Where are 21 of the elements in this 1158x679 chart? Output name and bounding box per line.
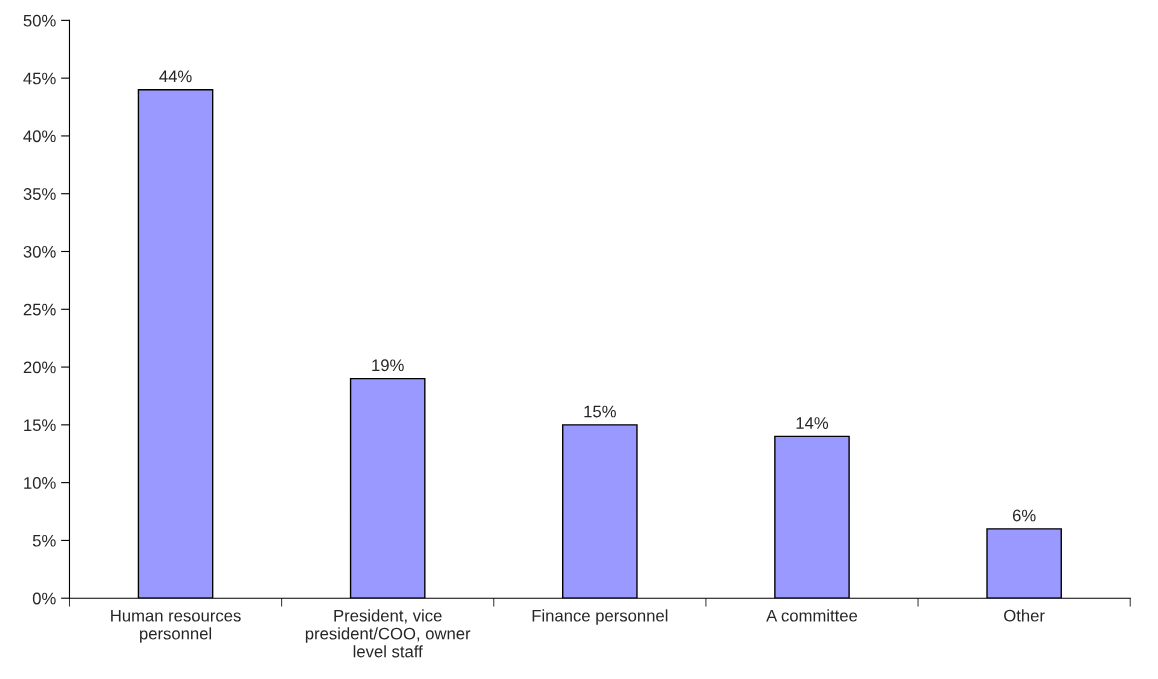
y-tick-label: 20%	[23, 361, 56, 374]
data-label: 15%	[584, 405, 616, 418]
data-label: 44%	[159, 70, 192, 83]
y-tick-label: 15%	[24, 419, 56, 432]
y-tick-label: 50%	[23, 14, 56, 27]
x-tick-label: Finance personnel	[532, 609, 668, 625]
y-tick-label: 25%	[23, 303, 56, 316]
y-tick-label: 45%	[23, 72, 56, 85]
x-tick-label: Other	[1004, 609, 1045, 622]
y-tick-label: 5%	[32, 534, 56, 547]
x-tick-label: President, vice president/COO, owner level staff	[305, 609, 471, 658]
data-label: 19%	[372, 359, 404, 372]
y-tick-label: 30%	[23, 245, 56, 258]
data-label: 14%	[796, 417, 829, 429]
x-tick-label: Human resources personnel	[111, 609, 241, 643]
y-tick-label: 35%	[23, 188, 56, 200]
data-label: 6%	[1012, 509, 1036, 522]
y-tick-label: 40%	[23, 130, 56, 143]
y-tick-label: 0%	[32, 592, 56, 605]
x-tick-label: A committee	[766, 609, 858, 622]
y-tick-label: 10%	[24, 477, 56, 489]
